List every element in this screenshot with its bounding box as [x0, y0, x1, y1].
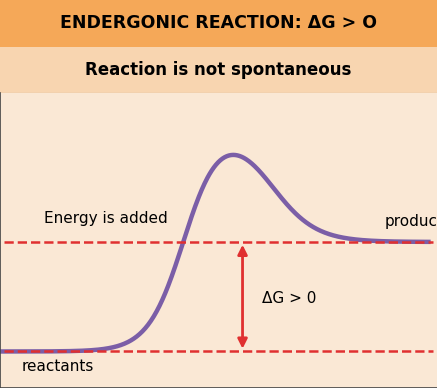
Text: ENDERGONIC REACTION: ΔG > O: ENDERGONIC REACTION: ΔG > O [60, 14, 377, 32]
Text: reactants: reactants [22, 359, 94, 374]
Text: Reaction is not spontaneous: Reaction is not spontaneous [85, 61, 352, 79]
Text: Energy is added: Energy is added [44, 211, 167, 226]
Text: products: products [385, 214, 437, 229]
Text: ΔG > 0: ΔG > 0 [262, 291, 316, 306]
